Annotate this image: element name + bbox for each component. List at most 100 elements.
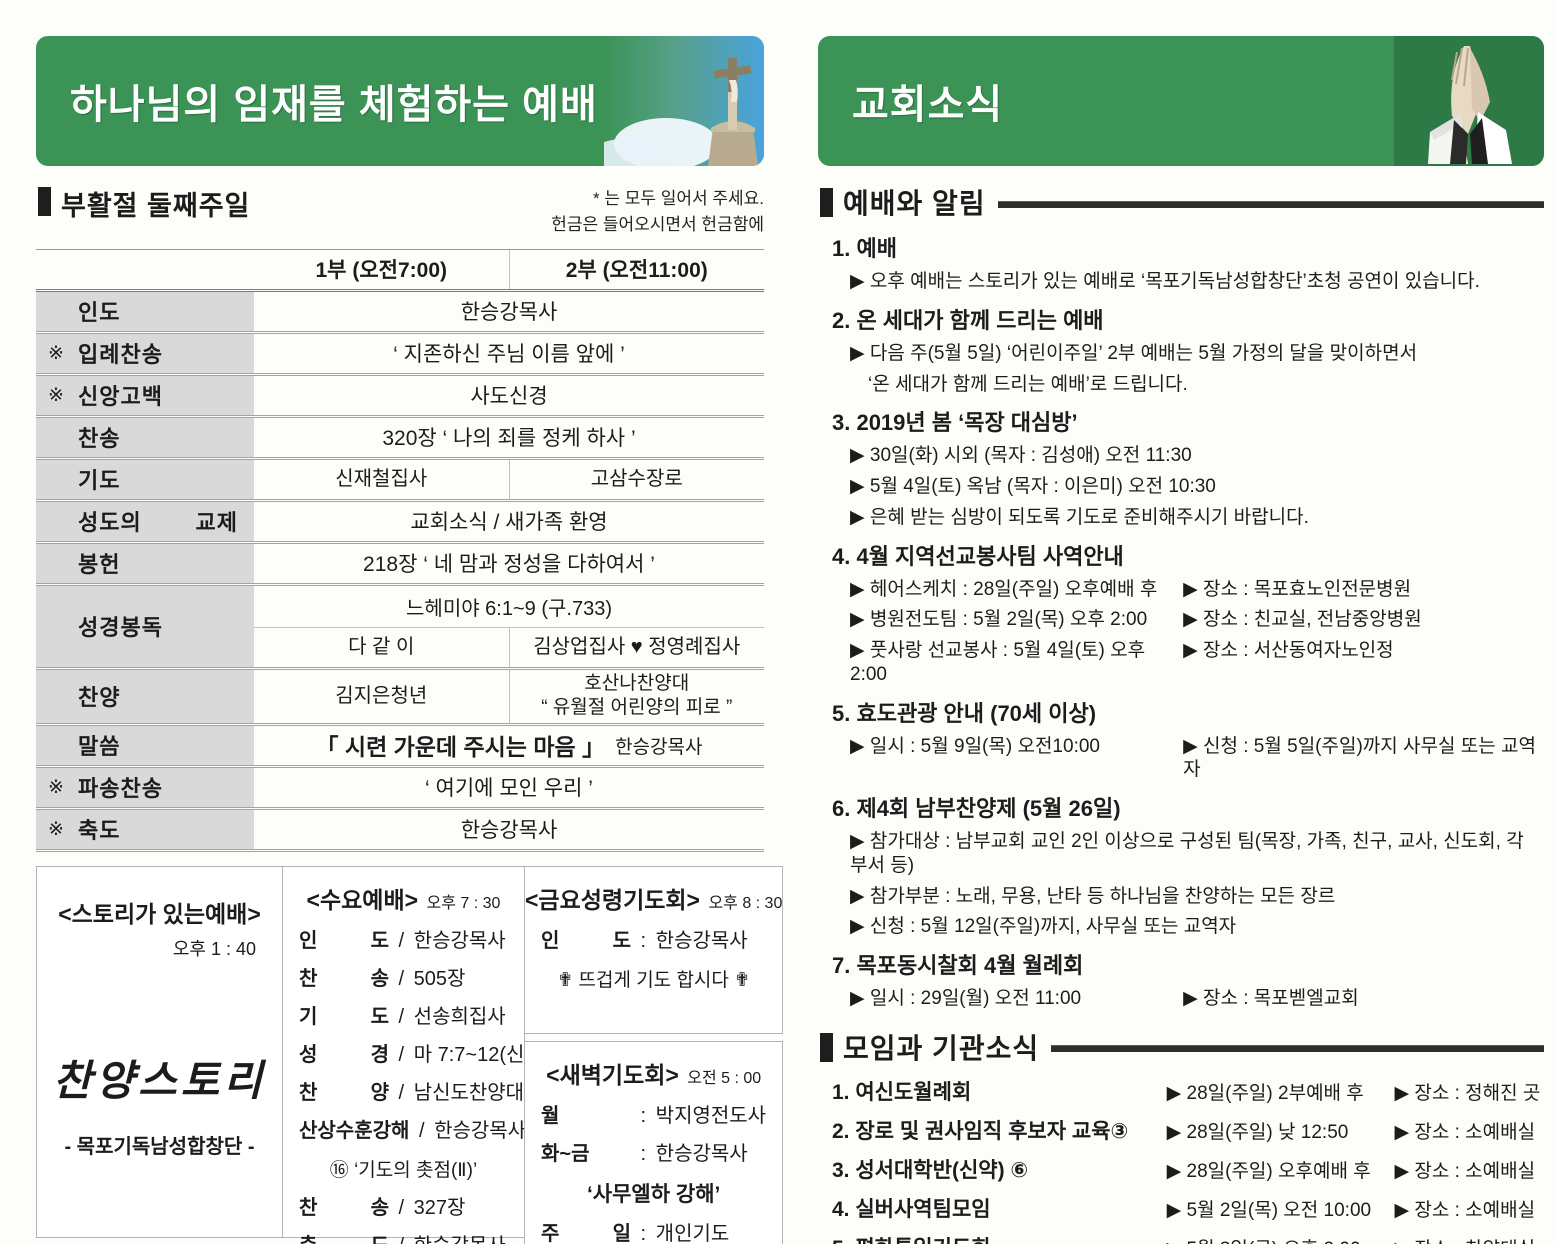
meetings-rows: 1. 여신도월례회 ▶ 28일(주일) 2부예배 후 ▶ 장소 : 정해진 곳 2. … bbox=[818, 1076, 1544, 1244]
meeting-name: 4. 실버사역팀모임 bbox=[832, 1197, 991, 1221]
praise-values: 김지은청년 호산나찬양대 “ 유월절 어린양의 피로 ” bbox=[254, 669, 765, 723]
friday-item-center-line: ✟ 뜨겁게 기도 합시다 ✟ bbox=[557, 969, 751, 991]
meeting-row: 2. 장로 및 권사임직 후보자 교육③ ▶ 28일(주일) 낮 12:50 ▶ 장… bbox=[832, 1115, 1544, 1145]
service-item-label: 성경봉독 bbox=[78, 615, 163, 641]
meeting-place: ▶ 장소 : 소예배실 bbox=[1394, 1121, 1536, 1143]
dawn-title: <새벽기도회> bbox=[546, 1061, 679, 1088]
news-item-title: 5. 효도관광 안내 (70세 이상) bbox=[832, 700, 1097, 726]
dawn-item-center-line: ‘사무엘하 강해’ bbox=[586, 1182, 721, 1206]
service-1-value: 신재철집사 bbox=[335, 468, 428, 491]
service-item-label-cell: 인도 bbox=[36, 291, 254, 331]
wednesday-item-label: 찬 송 bbox=[299, 967, 389, 990]
wednesday-item-line: 인 도 / 한승강목사 bbox=[299, 924, 524, 953]
right-header-title: 교회소식 bbox=[852, 83, 1004, 127]
news-item: 7. 목포동시찰회 4월 월례회 ▶ 일시 : 29일(월) 오전 11:00 ▶ … bbox=[818, 948, 1544, 1011]
wednesday-item-value: 한승강목사 bbox=[414, 1235, 506, 1244]
news-line: ▶ 일시 : 29일(월) 오전 11:00 ▶ 장소 : 목포벧엘교회 bbox=[850, 987, 1544, 1011]
news-line-right: ▶ 장소 : 친교실, 전남중앙병원 bbox=[1183, 609, 1422, 631]
dawn-items: 월 : 박지영전도사 화~금 : 한승강목사 ‘사무엘하 강해’ 주 일 : 개인기도 bbox=[525, 1099, 782, 1244]
meeting-place: ▶ 장소 : 소예배실 bbox=[1394, 1199, 1536, 1221]
service-item-values: 신재철집사 고삼수장로 bbox=[254, 459, 765, 499]
service-item-label: 파송찬송 bbox=[78, 776, 163, 802]
sermon-cell: 「 시련 가운데 주시는 마음 」 한승강목사 bbox=[254, 726, 764, 765]
choir-name: - 목포기독남성합창단 - bbox=[64, 1135, 255, 1158]
meetings-title: 모임과 기관소식 bbox=[843, 1032, 1040, 1064]
scripture-passage: 느헤미야 6:1~9 (구.733) bbox=[254, 586, 764, 628]
prayer-boxes-column: <금요성령기도회> 오후 8 : 30 인 도 : 한승강목사 ✟ 뜨겁게 기도 … bbox=[524, 865, 784, 1244]
news-item-title: 1. 예배 bbox=[832, 236, 897, 261]
wednesday-item-value: 한승강목사 bbox=[413, 929, 506, 952]
wednesday-item-value: 선송희집사 bbox=[413, 1005, 506, 1028]
dawn-prayer-box: <새벽기도회> 오전 5 : 00 월 : 박지영전도사 화~금 : 한승강목사 ‘… bbox=[524, 1040, 784, 1244]
service-2-value: 고삼수장로 bbox=[508, 459, 765, 499]
dawn-item-line: 화~금 : 한승강목사 bbox=[541, 1137, 782, 1166]
wednesday-item-line: 성 경 / 마 7:7~12(신.9) bbox=[299, 1038, 548, 1067]
wednesday-item-value: 505장 bbox=[413, 967, 466, 990]
dawn-item-label: 화~금 bbox=[541, 1142, 590, 1165]
news-line: ▶ 일시 : 5월 9일(목) 오전10:00 ▶ 신청 : 5월 5일(주일)까… bbox=[850, 735, 1544, 783]
service-item-label: 신앙고백 bbox=[78, 384, 163, 410]
friday-item-value: 한승강목사 bbox=[655, 929, 748, 952]
service-item-label-cell: 찬송 bbox=[36, 417, 254, 457]
praise-2-value: 호산나찬양대 “ 유월절 어린양의 피로 ” bbox=[508, 669, 765, 723]
dawn-item-label: 월 bbox=[541, 1104, 560, 1127]
meetings-heading: 모임과 기관소식 bbox=[818, 1027, 1544, 1067]
wednesday-item-value: 마 7:7~12(신.9) bbox=[413, 1043, 548, 1066]
service-1-column-header: 1부 (오전7:00) bbox=[315, 259, 448, 283]
news-line: ▶ 다음 주(5월 5일) ‘어린이주일’ 2부 예배는 5월 가정의 달을 맞… bbox=[850, 342, 1544, 366]
sunday-title: 부활절 둘째주일 bbox=[61, 191, 251, 221]
friday-items: 인 도 : 한승강목사 ✟ 뜨겁게 기도 합시다 ✟ bbox=[525, 924, 782, 992]
service-item-label: 기도 bbox=[78, 468, 121, 494]
service-item-label: 인도 bbox=[78, 300, 121, 326]
news-line-right: ▶ 장소 : 서산동여자노인정 bbox=[1183, 640, 1394, 661]
service-row: ※ 신앙고백 사도신경 bbox=[36, 375, 764, 418]
meeting-when: ▶ 28일(주일) 2부예배 후 bbox=[1166, 1082, 1364, 1104]
news-item-title: 7. 목포동시찰회 4월 월례회 bbox=[832, 953, 1084, 978]
service-item-value: 한승강목사 bbox=[460, 819, 558, 843]
service-row: 성경봉독 느헤미야 6:1~9 (구.733) 다 같 이 김상업집사 ♥ 정영례집사 bbox=[36, 585, 764, 670]
news-item: 3. 2019년 봄 ‘목장 대심방’ ▶ 30일(화) 시외 (목자 : 김성애… bbox=[818, 405, 1544, 529]
wednesday-item-label: 축 도 bbox=[299, 1229, 389, 1244]
meeting-name: 2. 장로 및 권사임직 후보자 교육③ bbox=[832, 1119, 1129, 1143]
news-line-right: ▶ 장소 : 목포효노인전문병원 bbox=[1183, 578, 1412, 600]
service-row: 기도 신재철집사 고삼수장로 bbox=[36, 459, 765, 502]
meeting-row: 5. 평화통일기도회▶ 5월 3일(금) 오후 2:00▶ 장소 : 찬양대실 bbox=[832, 1232, 1544, 1244]
news-item: 2. 온 세대가 함께 드리는 예배 ▶ 다음 주(5월 5일) ‘어린이주일’ … bbox=[818, 303, 1544, 397]
section-square-icon bbox=[38, 187, 51, 216]
friday-item-line: 인 도 : 한승강목사 bbox=[541, 924, 782, 953]
service-order-table: 1부 (오전7:00) 2부 (오전11:00) 인도 한승강목사 ※ 입례찬송 ‘ 지… bbox=[36, 248, 765, 852]
service-row: 인도 한승강목사 bbox=[36, 291, 764, 334]
service-item-value: 320장 ‘ 나의 죄를 정케 하사 ’ bbox=[382, 427, 636, 451]
wednesday-item-label: 기 도 bbox=[299, 1005, 389, 1028]
news-line: ▶ 30일(화) 시외 (목자 : 김성애) 오전 11:30 bbox=[850, 444, 1544, 468]
news-line: ▶ 병원전도팀 : 5월 2일(목) 오후 2:00 ▶ 장소 : 친교실, 전남… bbox=[850, 608, 1544, 632]
standing-mark: ※ bbox=[48, 342, 64, 364]
service-item-label: 입례찬송 bbox=[78, 342, 163, 368]
news-line-left: ▶ 일시 : 29일(월) 오전 11:00 bbox=[850, 988, 1082, 1009]
service-item-label-cell: 성도의 교제 bbox=[36, 501, 254, 541]
news-line-text: ▶ 참가부분 : 노래, 무용, 난타 등 하나님을 찬양하는 모든 장르 bbox=[850, 885, 1336, 907]
friday-item-label: 인 도 bbox=[541, 929, 631, 952]
service-item-label: 축도 bbox=[78, 818, 121, 844]
offering-note: 헌금은 들어오시면서 헌금함에 bbox=[551, 215, 764, 235]
dawn-item-line: 월 : 박지영전도사 bbox=[541, 1099, 782, 1128]
wednesday-item-value: 한승강목사 bbox=[434, 1119, 527, 1142]
service-row: 찬송 320장 ‘ 나의 죄를 정케 하사 ’ bbox=[36, 417, 764, 460]
worship-order-panel: 하나님의 임재를 체험하는 예배 bbox=[36, 36, 784, 1244]
wednesday-item-line: 기 도 / 선송희집사 bbox=[299, 1000, 524, 1029]
news-line-text: ▶ 신청 : 5월 12일(주일)까지, 사무실 또는 교역자 bbox=[850, 916, 1237, 938]
dawn-item-label: 주 일 bbox=[541, 1222, 631, 1244]
wednesday-item-value: 남신도찬양대 bbox=[413, 1081, 525, 1104]
dawn-item-value: 한승강목사 bbox=[655, 1142, 748, 1165]
wednesday-items: 인 도 / 한승강목사 찬 송 / 505장 기 도 / 선송희집사 성 경 / 마 … bbox=[283, 924, 548, 1244]
service-item-value: 한승강목사 bbox=[460, 301, 558, 325]
standing-note: * 는 모두 일어서 주세요. bbox=[593, 189, 764, 208]
friday-title: <금요성령기도회> bbox=[525, 886, 700, 913]
meeting-when: ▶ 28일(주일) 낮 12:50 bbox=[1166, 1121, 1349, 1143]
news-item-title: 4. 4월 지역선교봉사팀 사역안내 bbox=[832, 543, 1124, 569]
scripture-readers: 다 같 이 김상업집사 ♥ 정영례집사 bbox=[254, 627, 764, 667]
service-item-label-cell: ※ 입례찬송 bbox=[36, 333, 254, 373]
sermon-speaker: 한승강목사 bbox=[615, 736, 703, 758]
meeting-when: ▶ 28일(주일) 오후예배 후 bbox=[1166, 1160, 1371, 1182]
service-item-label: 찬양 bbox=[78, 685, 121, 711]
